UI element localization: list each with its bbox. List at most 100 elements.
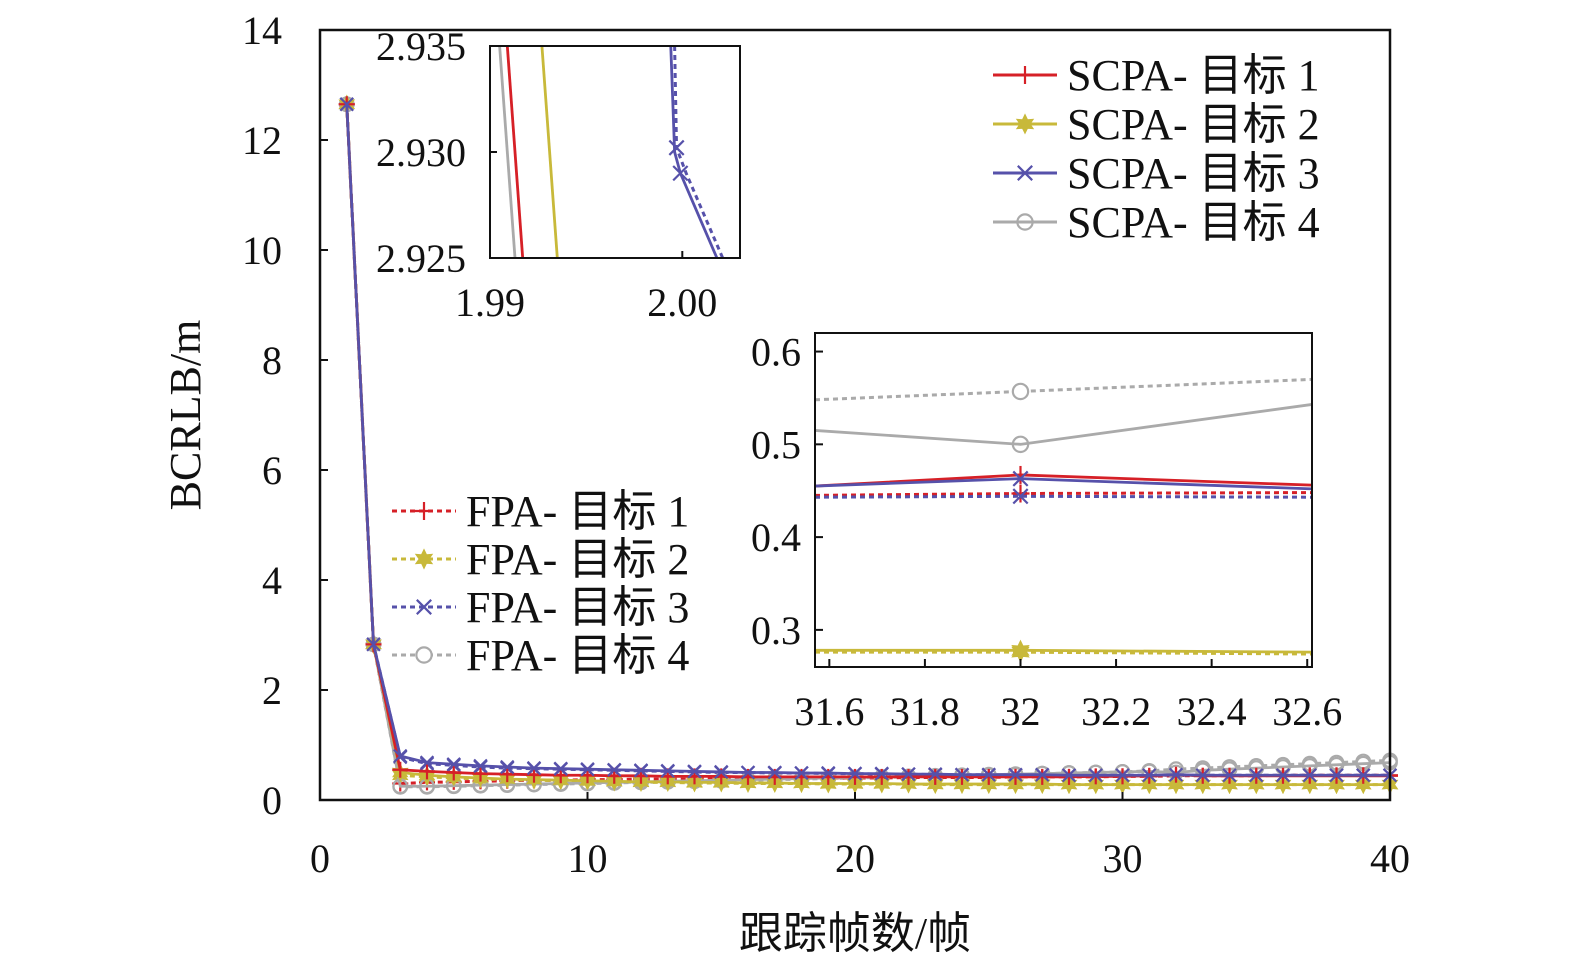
- inset-1-y-tick-label: 2.935: [376, 24, 466, 69]
- series-scpa-2-line: [345, 104, 1390, 786]
- series-scpa-3-point: [767, 765, 782, 780]
- y-tick-label: 10: [242, 228, 282, 273]
- series-scpa-2-point: [1355, 775, 1372, 795]
- y-axis-label: BCRLB/m: [161, 320, 210, 511]
- series-scpa-2-point: [1328, 775, 1345, 795]
- inset-2-frame: [814, 332, 1313, 668]
- inset-1-series-line: [540, 45, 559, 259]
- series-scpa-3-point: [954, 767, 970, 782]
- legend-entry: FPA- 目标 1: [392, 487, 689, 536]
- series-scpa-3-point: [339, 97, 354, 112]
- series-scpa-3-point: [1275, 768, 1291, 783]
- legend-swatch-marker: [415, 502, 433, 520]
- inset-2-x-tick-label: 31.8: [890, 689, 960, 734]
- series-scpa-2-point: [1141, 775, 1158, 795]
- legend-entry: SCPA- 目标 3: [993, 149, 1320, 198]
- series-scpa-3-point: [553, 761, 568, 776]
- middle-right-inset: 31.6 31.8 32 32.2 32.4 32.6 0.6 0.5 0.4 0.3: [751, 330, 1342, 734]
- legend-entry: SCPA- 目标 2: [993, 100, 1320, 149]
- series-scpa-1-point: [954, 768, 970, 785]
- inset-1-series-layer: [498, 45, 725, 259]
- series-scpa-1-point: [900, 768, 917, 785]
- inset-2-point: [1011, 484, 1030, 503]
- inset-2-point: [1011, 465, 1030, 484]
- y-tick-label: 0: [262, 778, 282, 823]
- series-scpa-3-point: [687, 764, 702, 779]
- inset-1-point: [668, 139, 685, 156]
- series-scpa-1-point: [419, 763, 435, 780]
- series-scpa-3-point: [1088, 768, 1103, 783]
- inset-2-series-layer: [814, 377, 1313, 663]
- inset-2-point: [1012, 488, 1029, 505]
- legend-label: SCPA- 目标 4: [1067, 198, 1320, 247]
- legend-entry: FPA- 目标 4: [392, 631, 689, 680]
- series-scpa-3-point: [981, 767, 996, 782]
- inset-1-series-line: [498, 45, 517, 259]
- series-scpa-3-point: [1356, 768, 1371, 783]
- series-scpa-3-point: [901, 766, 916, 782]
- y-tick-label: 12: [242, 118, 282, 163]
- inset-2-point: [1011, 435, 1030, 454]
- inset-1-line: [669, 45, 719, 259]
- inset-1-background: [490, 46, 740, 258]
- series-scpa-3-point: [526, 760, 542, 776]
- legend-label: SCPA- 目标 2: [1067, 100, 1320, 149]
- inset-2-x-tick-label: 32.6: [1272, 689, 1342, 734]
- x-tick-label: 40: [1370, 836, 1410, 881]
- series-scpa-3-point: [1008, 767, 1023, 782]
- series-scpa-3-point: [393, 748, 408, 764]
- series-scpa-1-point: [392, 761, 409, 778]
- inset-2-x-tick-label: 32.4: [1177, 689, 1247, 734]
- series-scpa-3-point: [607, 762, 622, 777]
- series-scpa-3-point: [633, 763, 649, 778]
- series-scpa-2-point: [1167, 775, 1185, 795]
- main-x-axis-label: 跟踪帧数/帧: [739, 909, 971, 958]
- y-tick-label: 2: [262, 668, 282, 713]
- inset-1-series-line: [669, 45, 719, 259]
- inset-2-axes-layer: 31.6 31.8 32 32.2 32.4 32.6 0.6 0.5 0.4 0.3: [751, 330, 1342, 734]
- legend-entry: SCPA- 目标 4: [993, 198, 1320, 247]
- legend-label: FPA- 目标 3: [466, 583, 689, 632]
- series-scpa-1-point: [1007, 768, 1024, 785]
- series-scpa-3-point: [714, 764, 729, 780]
- series-scpa-1-point: [1034, 768, 1051, 785]
- legend-swatch-marker: [1015, 113, 1035, 135]
- legend-label: FPA- 目标 1: [466, 487, 689, 536]
- y-tick-label: 4: [262, 558, 282, 603]
- inset-1-line: [540, 45, 559, 259]
- series-scpa-3-point: [473, 758, 488, 774]
- series-scpa-3-point: [794, 765, 809, 781]
- inset-1-axes-layer: 1.99 2.00 2.935 2.930 2.925: [376, 24, 717, 325]
- inset-2-background: [815, 333, 1312, 667]
- legend-entry: FPA- 目标 3: [392, 583, 689, 632]
- legend-label: FPA- 目标 4: [466, 631, 689, 680]
- series-scpa-3-point: [1142, 768, 1157, 783]
- series-scpa-3-point: [500, 759, 515, 775]
- series-scpa-3-line: [345, 104, 1390, 777]
- series-scpa-3-point: [1302, 768, 1317, 783]
- y-tick-label: 6: [262, 448, 282, 493]
- main-axes-layer: 0 10 20 30 40 0 2 4 6 8 10 12 14: [242, 8, 1410, 881]
- series-scpa-2-point: [1274, 775, 1292, 795]
- x-tick-label: 10: [568, 836, 608, 881]
- inset-2-x-tick-label: 32: [1000, 689, 1040, 734]
- inset-2-y-tick-label: 0.3: [751, 608, 801, 653]
- series-scpa-3-point: [446, 757, 461, 772]
- inset-1-y-tick-label: 2.925: [376, 236, 466, 281]
- inset-1-y-tick-label: 2.930: [376, 130, 466, 175]
- series-scpa-3-point: [874, 766, 889, 781]
- y-tick-label: 14: [242, 8, 282, 53]
- inset-2-y-tick-label: 0.5: [751, 422, 801, 467]
- inset-1-series-line: [668, 45, 725, 259]
- upper-left-inset: 1.99 2.00 2.935 2.930 2.925: [376, 24, 741, 325]
- series-scpa-3-point: [1061, 768, 1077, 783]
- inset-2-series-line: [814, 484, 1313, 503]
- series-scpa-3-point: [1222, 768, 1237, 783]
- inset-2-series-line: [814, 403, 1313, 454]
- legend-label: SCPA- 目标 3: [1067, 149, 1320, 198]
- legend-entry: SCPA- 目标 1: [993, 51, 1320, 100]
- x-tick-label: 0: [310, 836, 330, 881]
- series-scpa-2-point: [1087, 775, 1104, 795]
